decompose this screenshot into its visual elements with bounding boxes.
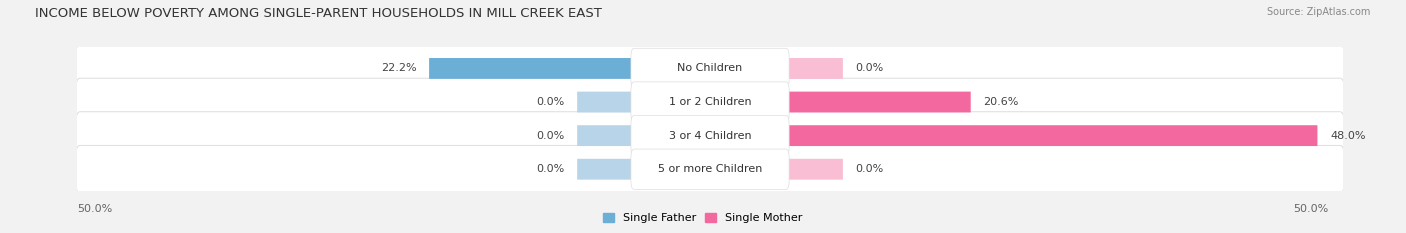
Text: 0.0%: 0.0% bbox=[856, 63, 884, 73]
FancyBboxPatch shape bbox=[710, 125, 1317, 146]
Text: INCOME BELOW POVERTY AMONG SINGLE-PARENT HOUSEHOLDS IN MILL CREEK EAST: INCOME BELOW POVERTY AMONG SINGLE-PARENT… bbox=[35, 7, 602, 20]
Text: 50.0%: 50.0% bbox=[1294, 204, 1329, 214]
FancyBboxPatch shape bbox=[631, 82, 789, 122]
Text: 22.2%: 22.2% bbox=[381, 63, 416, 73]
FancyBboxPatch shape bbox=[631, 48, 789, 89]
FancyBboxPatch shape bbox=[631, 149, 789, 189]
Text: 0.0%: 0.0% bbox=[856, 164, 884, 174]
Text: 0.0%: 0.0% bbox=[536, 97, 565, 107]
FancyBboxPatch shape bbox=[76, 78, 1344, 126]
FancyBboxPatch shape bbox=[786, 159, 844, 180]
Text: 0.0%: 0.0% bbox=[536, 164, 565, 174]
Text: 48.0%: 48.0% bbox=[1330, 131, 1365, 141]
FancyBboxPatch shape bbox=[76, 45, 1344, 92]
Text: Source: ZipAtlas.com: Source: ZipAtlas.com bbox=[1267, 7, 1371, 17]
Legend: Single Father, Single Mother: Single Father, Single Mother bbox=[599, 208, 807, 227]
Text: 5 or more Children: 5 or more Children bbox=[658, 164, 762, 174]
FancyBboxPatch shape bbox=[429, 58, 710, 79]
Text: 0.0%: 0.0% bbox=[536, 131, 565, 141]
FancyBboxPatch shape bbox=[578, 125, 634, 146]
FancyBboxPatch shape bbox=[578, 159, 634, 180]
FancyBboxPatch shape bbox=[578, 92, 634, 113]
Text: 3 or 4 Children: 3 or 4 Children bbox=[669, 131, 751, 141]
Text: 20.6%: 20.6% bbox=[983, 97, 1019, 107]
Text: 1 or 2 Children: 1 or 2 Children bbox=[669, 97, 751, 107]
FancyBboxPatch shape bbox=[76, 145, 1344, 193]
Text: No Children: No Children bbox=[678, 63, 742, 73]
FancyBboxPatch shape bbox=[710, 92, 970, 113]
FancyBboxPatch shape bbox=[631, 116, 789, 156]
FancyBboxPatch shape bbox=[76, 112, 1344, 159]
Text: 50.0%: 50.0% bbox=[77, 204, 112, 214]
FancyBboxPatch shape bbox=[786, 58, 844, 79]
